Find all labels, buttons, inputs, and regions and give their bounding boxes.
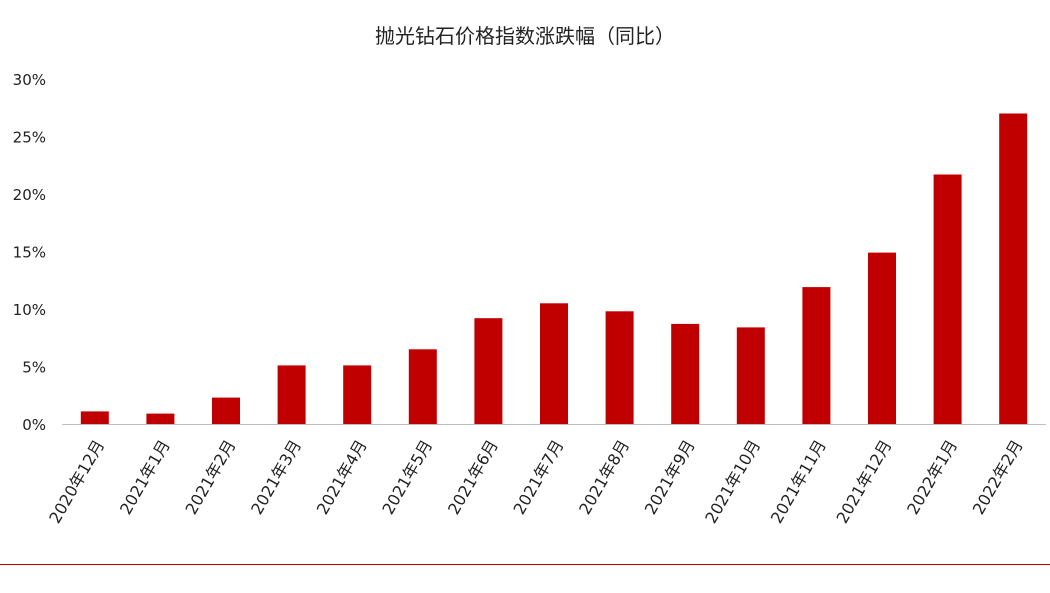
bar <box>408 349 437 425</box>
x-tick-label: 2020年12月 <box>45 437 108 527</box>
x-tick-label: 2021年11月 <box>767 437 830 527</box>
y-tick-label: 10% <box>13 301 46 319</box>
x-tick-label: 2021年12月 <box>832 437 895 527</box>
bar <box>80 411 109 424</box>
y-tick-label: 30% <box>13 71 46 89</box>
bar <box>868 252 896 424</box>
x-tick-label: 2021年3月 <box>247 437 305 518</box>
bar <box>540 303 568 425</box>
y-tick-label: 5% <box>22 359 46 377</box>
x-tick-label: 2021年10月 <box>701 437 764 527</box>
x-tick-label: 2021年9月 <box>641 437 699 518</box>
footer-divider <box>0 564 1050 565</box>
bar <box>736 327 765 424</box>
bar <box>999 113 1028 424</box>
bars <box>80 113 1028 425</box>
chart-title: 抛光钻石价格指数涨跌幅（同比） <box>375 24 675 48</box>
bar <box>212 397 240 424</box>
bar <box>605 311 634 424</box>
y-axis: 0% 5% 10% 15% 20% 25% 30% <box>13 71 46 434</box>
x-tick-label: 2021年7月 <box>510 437 568 518</box>
x-tick-label: 2021年6月 <box>444 437 502 518</box>
bar <box>933 174 962 424</box>
x-tick-label: 2021年2月 <box>182 437 240 518</box>
x-tick-label: 2021年4月 <box>313 437 371 518</box>
y-tick-label: 25% <box>13 129 46 147</box>
x-tick-label: 2022年2月 <box>969 437 1027 518</box>
y-tick-label: 15% <box>13 244 46 262</box>
bar <box>277 365 306 424</box>
bar <box>474 318 503 424</box>
bar <box>146 413 175 424</box>
x-tick-label: 2021年5月 <box>378 437 436 518</box>
y-tick-label: 0% <box>22 416 46 434</box>
x-tick-label: 2021年8月 <box>575 437 633 518</box>
y-tick-label: 20% <box>13 186 46 204</box>
x-tick-label: 2022年1月 <box>903 437 961 518</box>
x-axis: 2020年12月 2021年1月 2021年2月 2021年3月 2021年4月 2021… <box>45 437 1026 527</box>
bar <box>671 323 700 424</box>
bar <box>802 287 831 424</box>
bar <box>343 365 372 424</box>
x-tick-label: 2021年1月 <box>116 437 174 518</box>
